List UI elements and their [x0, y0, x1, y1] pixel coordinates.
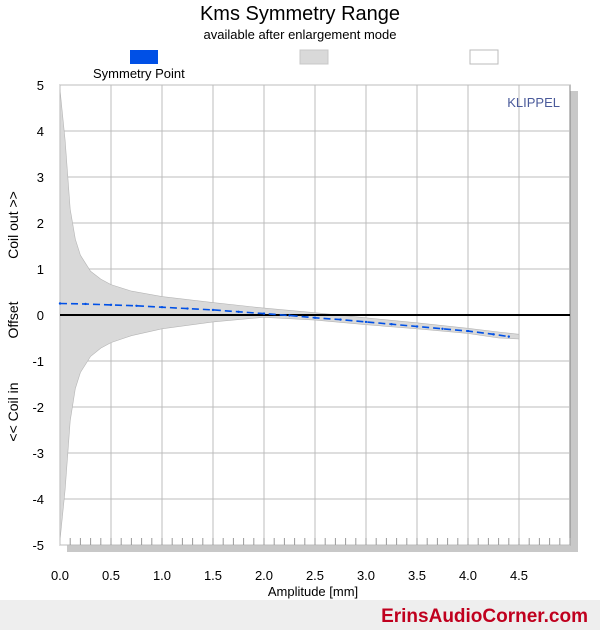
y-axis-label-coil-out: Coil out >> — [5, 191, 21, 259]
series-point — [160, 305, 164, 309]
x-tick-label-4: 2.0 — [255, 568, 273, 583]
y-tick-label-0: -5 — [32, 538, 44, 553]
y-tick-labels: -5 -4 -3 -2 -1 0 1 2 3 4 5 — [32, 78, 44, 553]
x-tick-label-6: 3.0 — [357, 568, 375, 583]
y-axis-label-coil-in: << Coil in — [5, 382, 21, 441]
chart-title: Kms Symmetry Range — [200, 3, 400, 25]
x-tick-label-9: 4.5 — [510, 568, 528, 583]
y-tick-label-7: 2 — [37, 216, 44, 231]
series-point — [339, 318, 342, 321]
series-point — [441, 327, 444, 330]
series-point — [466, 329, 470, 333]
x-tick-labels: 0.0 0.5 1.0 1.5 2.0 2.5 3.0 3.5 4.0 4.5 — [51, 568, 528, 583]
x-tick-label-1: 0.5 — [102, 568, 120, 583]
series-point — [109, 303, 113, 307]
y-tick-label-5: 0 — [37, 308, 44, 323]
series-point — [288, 314, 291, 317]
series-point — [186, 307, 189, 310]
y-tick-label-4: -1 — [32, 354, 44, 369]
series-point — [313, 316, 317, 319]
legend-swatch-blank — [469, 49, 499, 65]
watermark: ErinsAudioCorner.com — [381, 606, 588, 627]
kms-symmetry-chart: Kms Symmetry Range available after enlar… — [5, 3, 578, 599]
y-tick-label-3: -2 — [32, 400, 44, 415]
x-tick-label-8: 4.0 — [459, 568, 477, 583]
brand-label: KLIPPEL — [507, 95, 560, 110]
legend-swatch-range — [299, 49, 329, 65]
minor-ticks — [69, 538, 571, 545]
footer-band — [0, 600, 600, 630]
y-tick-label-8: 3 — [37, 170, 44, 185]
series-point — [237, 310, 240, 313]
x-tick-label-7: 3.5 — [408, 568, 426, 583]
series-point — [84, 302, 87, 306]
y-tick-label-6: 1 — [37, 262, 44, 277]
y-tick-label-1: -4 — [32, 492, 44, 507]
legend-swatch-symmetry-point — [130, 50, 158, 64]
chart-subtitle: available after enlargement mode — [204, 27, 397, 42]
y-tick-label-2: -3 — [32, 446, 44, 461]
series-point — [364, 320, 368, 324]
x-tick-label-0: 0.0 — [51, 568, 69, 583]
y-axis-label-offset: Offset — [5, 301, 21, 338]
y-tick-label-10: 5 — [37, 78, 44, 93]
series-point — [415, 325, 419, 328]
series-point — [211, 308, 215, 312]
x-tick-label-5: 2.5 — [306, 568, 324, 583]
series-point — [58, 302, 62, 305]
x-tick-label-3: 1.5 — [204, 568, 222, 583]
x-axis-label: Amplitude [mm] — [268, 584, 358, 599]
series-point — [492, 333, 495, 336]
legend-label-symmetry-point: Symmetry Point — [93, 66, 185, 81]
y-tick-label-9: 4 — [37, 124, 44, 139]
series-point — [507, 335, 510, 338]
series-point — [135, 304, 138, 307]
symmetry-point-series — [58, 302, 510, 338]
x-tick-label-2: 1.0 — [153, 568, 171, 583]
series-point — [262, 312, 266, 315]
series-point — [390, 323, 393, 326]
